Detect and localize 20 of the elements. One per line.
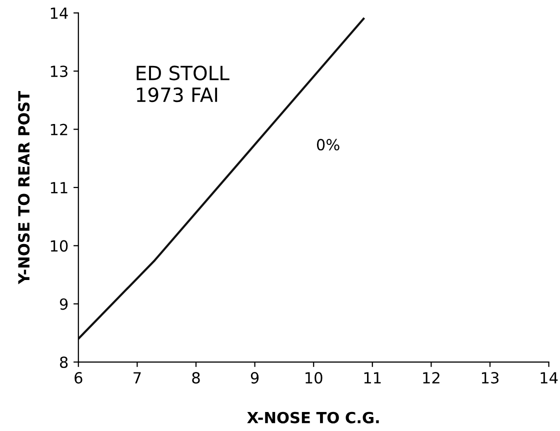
x-tick-label: 14 bbox=[540, 372, 558, 384]
y-tick-label: 13 bbox=[50, 66, 68, 78]
x-tick-label: 13 bbox=[482, 372, 498, 384]
y-tick-label: 9 bbox=[60, 298, 68, 310]
annotation: 0% bbox=[316, 138, 340, 150]
y-tick-label: 8 bbox=[60, 356, 68, 368]
y-tick-label: 14 bbox=[50, 8, 68, 19]
y-tick-label: 10 bbox=[50, 240, 68, 252]
x-tick-label: 10 bbox=[306, 372, 322, 384]
x-tick-label: 9 bbox=[250, 372, 259, 384]
y-axis-title: Y-NOSE TO REAR POST bbox=[18, 91, 30, 284]
x-tick-label: 6 bbox=[74, 372, 82, 384]
x-tick-label: 11 bbox=[364, 372, 381, 384]
y-tick-label: 11 bbox=[50, 182, 68, 194]
x-tick-label: 8 bbox=[192, 372, 200, 384]
y-tick-label: 12 bbox=[50, 124, 68, 136]
x-tick-label: 12 bbox=[423, 372, 440, 384]
annotation: ED STOLL 1973 FAI bbox=[136, 66, 230, 102]
x-tick-label: 7 bbox=[134, 372, 141, 384]
x-axis-title: X-NOSE TO C.G. bbox=[247, 412, 379, 424]
